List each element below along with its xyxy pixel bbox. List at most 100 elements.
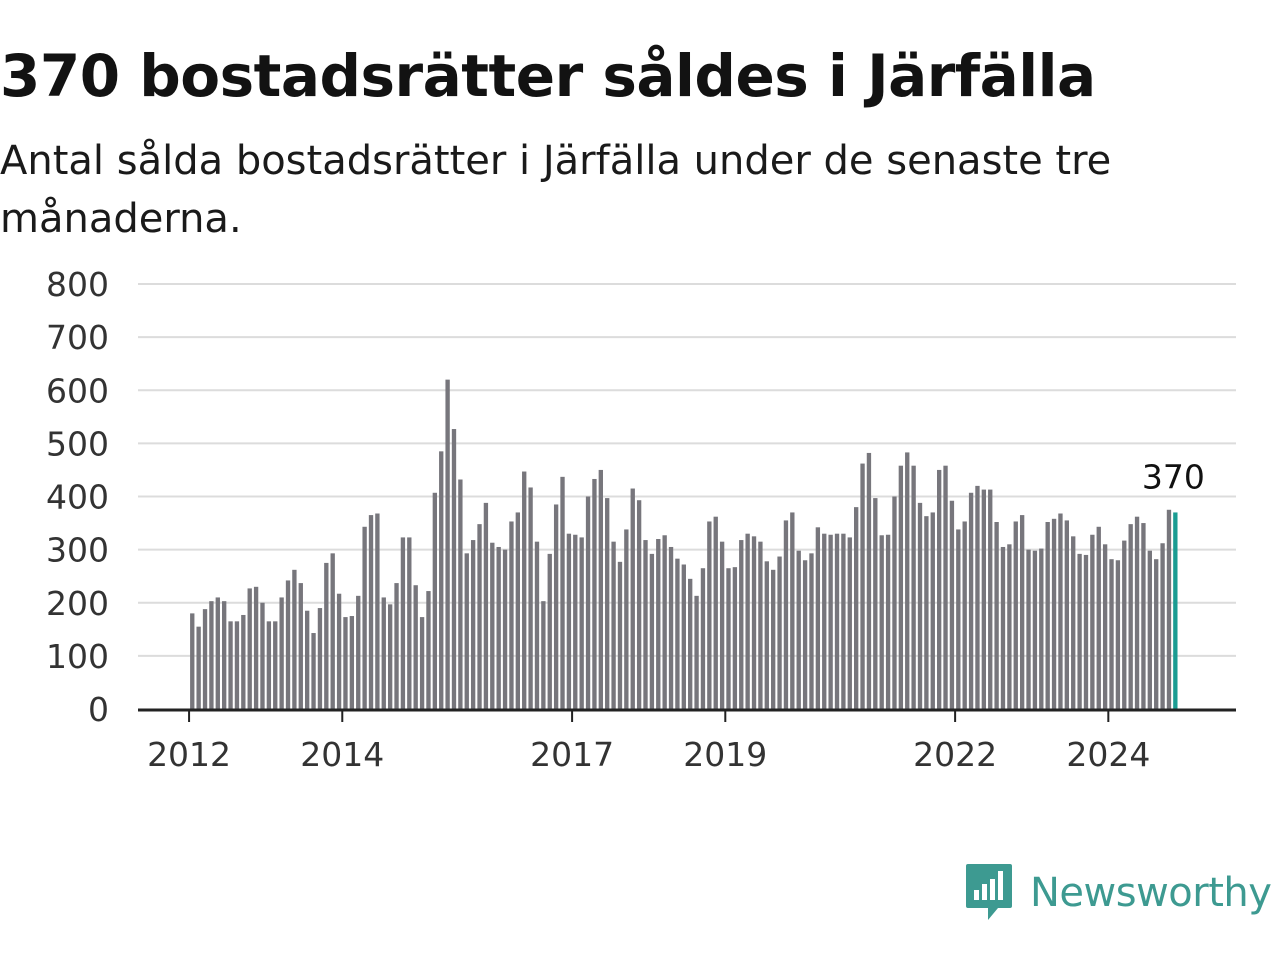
bar	[1064, 520, 1069, 709]
gridlines	[138, 283, 1236, 657]
bar	[662, 535, 667, 709]
bar	[1154, 559, 1159, 709]
bar	[311, 633, 316, 709]
bar	[547, 553, 552, 710]
bar	[490, 542, 495, 709]
bar	[930, 512, 935, 709]
bar	[1071, 536, 1076, 709]
bar	[924, 516, 929, 709]
bar	[356, 595, 361, 709]
bar	[228, 621, 233, 709]
bar	[375, 513, 380, 709]
x-tick-label: 2022	[913, 735, 997, 774]
bar	[1096, 526, 1101, 709]
bar	[202, 609, 208, 710]
bars	[190, 379, 1178, 710]
bar	[400, 537, 406, 709]
bar	[688, 578, 693, 709]
bar	[1026, 549, 1031, 710]
bar	[566, 533, 572, 709]
bar	[477, 524, 482, 710]
bar-highlight	[1173, 512, 1178, 709]
bar	[898, 465, 904, 709]
brand-name: Newsworthy	[1030, 870, 1272, 916]
bar	[694, 595, 699, 709]
y-tick-label: 400	[46, 478, 109, 517]
bar	[949, 500, 955, 709]
bar	[917, 502, 923, 710]
bar	[1134, 516, 1140, 709]
bar	[1128, 524, 1133, 710]
bar	[343, 617, 348, 709]
bar	[1090, 534, 1095, 709]
bar	[726, 568, 731, 709]
bar	[1000, 546, 1006, 709]
bar	[802, 560, 808, 709]
bar	[777, 556, 782, 709]
x-tick-label: 2012	[147, 735, 231, 774]
bar	[419, 617, 425, 709]
bar	[790, 512, 795, 709]
bar	[1019, 515, 1025, 709]
bar	[605, 498, 610, 709]
bar	[783, 520, 789, 709]
bar	[528, 487, 533, 709]
bar	[751, 536, 757, 709]
bar	[579, 537, 584, 709]
bar	[719, 541, 725, 709]
bar	[1147, 550, 1152, 709]
bar	[407, 537, 412, 709]
bar	[758, 541, 763, 709]
bar	[739, 540, 744, 709]
bar	[745, 533, 750, 709]
bar	[585, 496, 591, 709]
bar	[822, 533, 827, 709]
bar	[381, 597, 386, 709]
brand[interactable]: Newsworthy	[964, 862, 1272, 924]
bar	[1058, 513, 1063, 709]
bar	[1141, 523, 1146, 709]
bar	[234, 621, 240, 709]
bar	[956, 529, 961, 709]
bar	[1083, 554, 1089, 709]
bar	[445, 379, 450, 710]
bar	[681, 564, 686, 709]
bar	[636, 500, 642, 709]
bar	[458, 479, 463, 709]
bar	[1115, 560, 1121, 709]
bar	[1122, 540, 1127, 709]
newsworthy-logo-icon	[966, 864, 1012, 920]
x-tick-label: 2014	[300, 735, 384, 774]
bar	[215, 597, 220, 709]
x-tick-label: 2017	[530, 735, 614, 774]
y-tick-label: 700	[46, 318, 109, 357]
bar	[885, 534, 891, 709]
bar	[253, 586, 259, 709]
bar	[330, 553, 335, 709]
bar	[936, 469, 942, 709]
bar	[515, 512, 520, 709]
bar	[713, 516, 718, 709]
bar	[764, 561, 769, 709]
bar	[426, 591, 431, 709]
bar	[553, 504, 559, 709]
bar	[298, 583, 303, 709]
bar	[266, 621, 272, 709]
bar	[241, 614, 246, 709]
bar	[394, 583, 399, 709]
bar	[828, 534, 833, 709]
bar	[209, 601, 214, 709]
bar	[879, 535, 884, 709]
bar	[815, 527, 821, 709]
bar	[1109, 559, 1114, 709]
bar	[509, 521, 514, 709]
y-tick-label: 800	[46, 265, 109, 304]
bar	[611, 541, 616, 709]
bar	[190, 613, 195, 710]
bar	[1166, 509, 1172, 709]
bar	[598, 469, 603, 709]
highlight-value-label: 370	[1142, 457, 1205, 496]
bar	[968, 492, 974, 709]
bar	[700, 568, 706, 709]
bar	[522, 471, 527, 709]
